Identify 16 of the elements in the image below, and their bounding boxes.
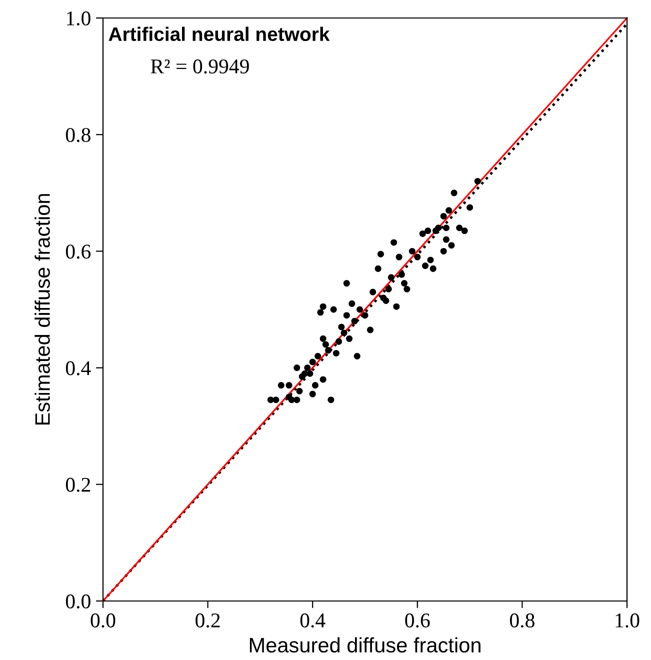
annotation: R² = 0.9949 bbox=[150, 59, 249, 74]
y-tick-label: 0.8 bbox=[66, 128, 90, 142]
y-tick-label: 0.0 bbox=[66, 594, 90, 609]
x-tick-label: 0.8 bbox=[510, 613, 534, 628]
chart-title: Artificial neural network bbox=[108, 26, 330, 42]
x-axis-title: Measured diffuse fraction bbox=[250, 637, 480, 653]
x-tick-label: 1.0 bbox=[616, 613, 640, 628]
y-axis-title: Estimated diffuse fraction bbox=[34, 194, 50, 425]
x-tick-label: 0.2 bbox=[196, 613, 220, 628]
x-tick-label: 0.4 bbox=[300, 613, 326, 628]
y-tick-label: 0.2 bbox=[66, 478, 90, 492]
y-tick-label: 0.4 bbox=[66, 361, 91, 376]
y-tick-label: 0.6 bbox=[66, 244, 91, 259]
y-tick-label: 1.0 bbox=[66, 11, 90, 26]
x-tick-label: 0.0 bbox=[90, 613, 116, 628]
x-tick-label: 0.6 bbox=[405, 613, 430, 628]
